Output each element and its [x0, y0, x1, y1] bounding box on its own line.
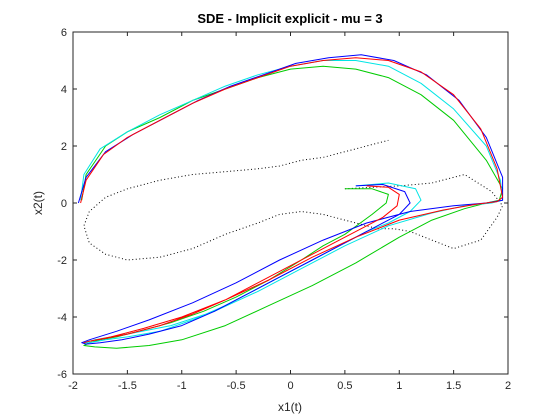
x-axis-label: x1(t) [278, 400, 302, 414]
x-tick-label: -1 [177, 380, 187, 392]
chart-title: SDE - Implicit explicit - mu = 3 [197, 11, 382, 26]
x-tick-label: 1.5 [446, 380, 461, 392]
y-tick-label: 4 [61, 84, 67, 96]
x-tick-label: -2 [68, 380, 78, 392]
y-tick-label: 6 [61, 27, 67, 39]
x-tick-label: 2 [505, 380, 511, 392]
y-tick-label: 2 [61, 141, 67, 153]
y-tick-label: -6 [57, 369, 67, 381]
x-tick-label: -0.5 [227, 380, 246, 392]
y-axis-label: x2(t) [31, 191, 45, 215]
y-tick-label: -2 [57, 255, 67, 267]
plot-area [73, 32, 508, 374]
y-tick-label: -4 [57, 312, 67, 324]
x-tick-label: 0 [287, 380, 293, 392]
y-tick-label: 0 [61, 198, 67, 210]
x-tick-label: 1 [396, 380, 402, 392]
x-tick-label: 0.5 [337, 380, 352, 392]
x-tick-label: -1.5 [118, 380, 137, 392]
